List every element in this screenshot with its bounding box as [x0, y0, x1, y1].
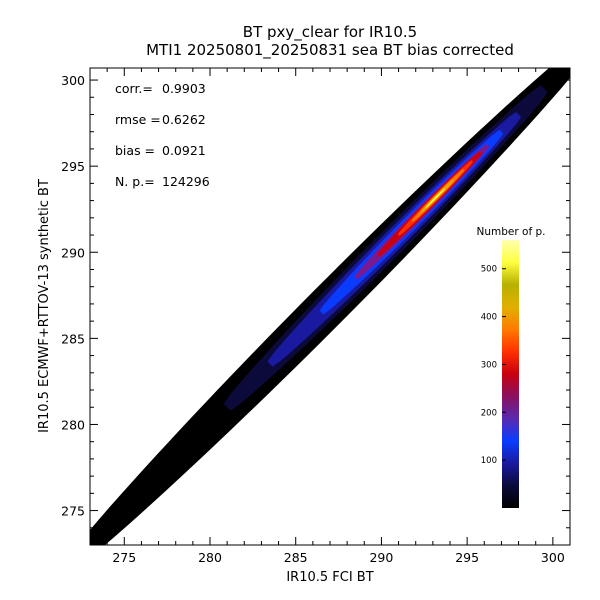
density-cloud — [90, 68, 570, 545]
colorbar-tick-label: 400 — [481, 313, 497, 323]
x-tick-label: 275 — [112, 550, 136, 565]
x-axis-label: IR10.5 FCI BT — [286, 570, 373, 585]
stat-label: rmse = — [115, 112, 161, 127]
colorbar-title: Number of p. — [477, 226, 546, 238]
stats-block: corr.= 0.9903 rmse = 0.6262 bias = 0.0921 N. p… — [115, 81, 210, 189]
stat-label: bias = — [115, 143, 155, 158]
x-tick-label: 300 — [541, 550, 565, 565]
stat-label: N. p.= — [115, 174, 155, 189]
colorbar: Number of p. 100 200 300 400 500 — [477, 226, 546, 508]
colorbar-tick-label: 300 — [481, 360, 497, 370]
y-tick-label: 285 — [61, 331, 85, 346]
colorbar-tick-label: 200 — [481, 408, 497, 418]
y-axis-label: IR10.5 ECMWF+RTTOV-13 synthetic BT — [37, 179, 52, 433]
stat-value: 0.6262 — [162, 112, 206, 127]
x-tick-label: 280 — [198, 550, 222, 565]
y-tick-label: 280 — [61, 417, 85, 432]
chart-title: BT pxy_clear for IR10.5 — [243, 23, 417, 42]
x-tick-label: 290 — [369, 550, 393, 565]
colorbar-tick-label: 500 — [481, 265, 497, 275]
y-tick-label: 295 — [61, 159, 85, 174]
x-axis: 275 280 285 290 295 300 — [106, 68, 571, 565]
colorbar-gradient — [502, 240, 519, 508]
stat-value: 0.9903 — [162, 81, 206, 96]
y-tick-label: 300 — [61, 73, 85, 88]
density-band-peak — [425, 188, 446, 208]
stat-value: 0.0921 — [162, 143, 206, 158]
y-axis: 275 280 285 290 295 300 — [61, 73, 570, 529]
x-tick-label: 295 — [455, 550, 479, 565]
y-tick-label: 290 — [61, 245, 85, 260]
colorbar-tick-label: 100 — [481, 456, 497, 466]
stat-value: 124296 — [162, 174, 210, 189]
chart-subtitle: MTI1 20250801_20250831 sea BT bias corre… — [146, 41, 514, 60]
x-tick-label: 285 — [284, 550, 308, 565]
y-tick-label: 275 — [61, 504, 85, 519]
stat-label: corr.= — [115, 81, 153, 96]
